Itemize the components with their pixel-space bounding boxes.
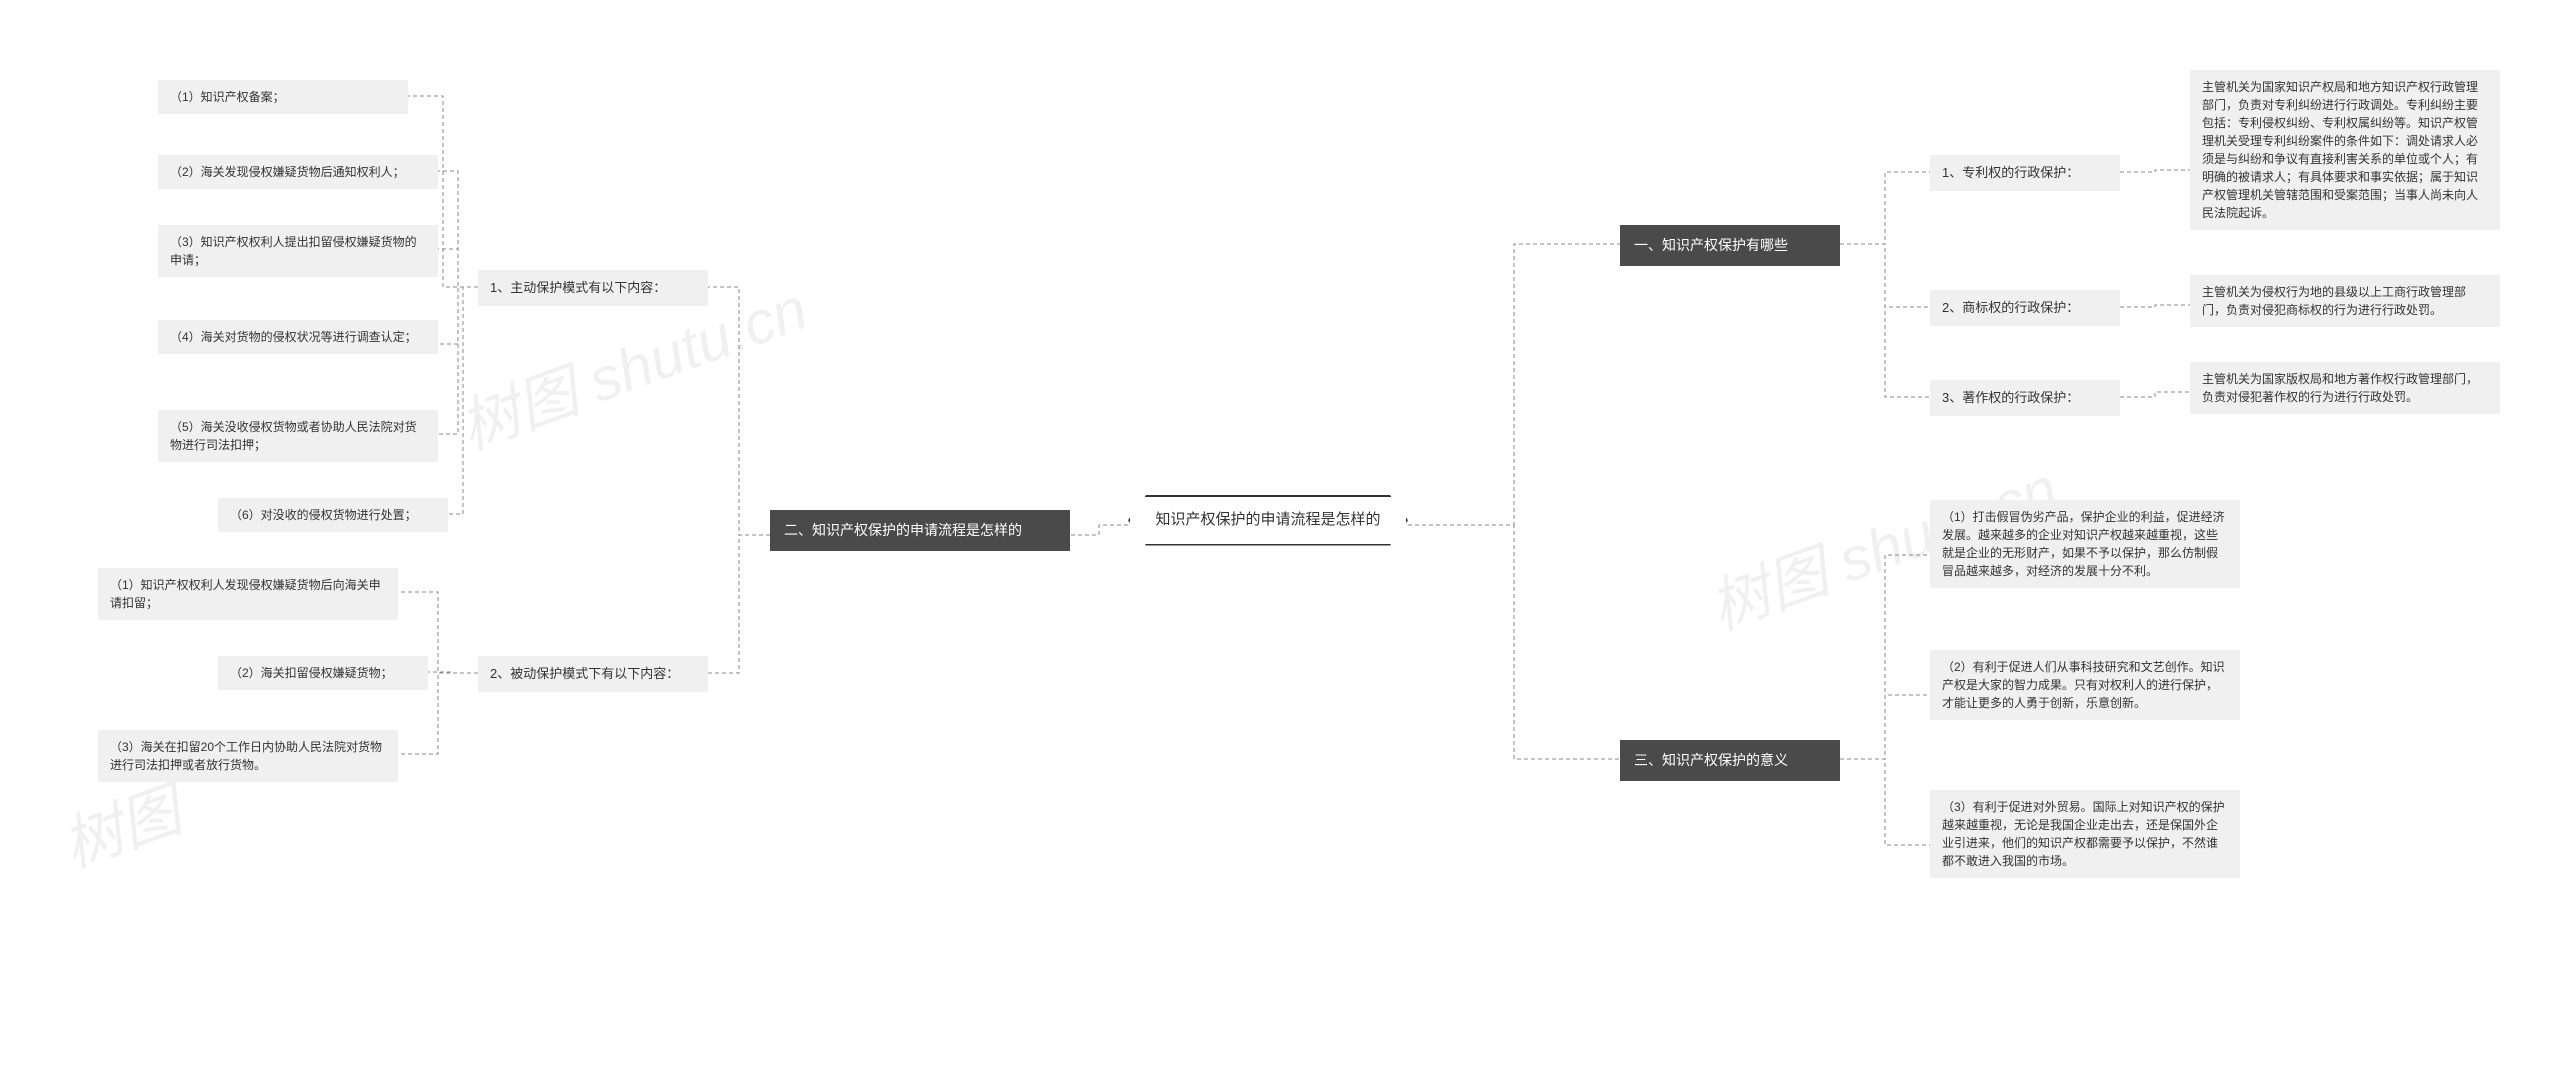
leaf-sig-3: （3）有利于促进对外贸易。国际上对知识产权的保护越来越重视，无论是我国企业走出去…	[1930, 790, 2240, 878]
leaf-copyright-desc: 主管机关为国家版权局和地方著作权行政管理部门，负责对侵犯著作权的行为进行行政处罚…	[2190, 362, 2500, 414]
leaf-passive-3: （3）海关在扣留20个工作日内协助人民法院对货物进行司法扣押或者放行货物。	[98, 730, 398, 782]
sub-active: 1、主动保护模式有以下内容：	[478, 270, 708, 306]
branch-significance: 三、知识产权保护的意义	[1620, 740, 1840, 781]
leaf-trademark-desc: 主管机关为侵权行为地的县级以上工商行政管理部门，负责对侵犯商标权的行为进行行政处…	[2190, 275, 2500, 327]
leaf-active-6: （6）对没收的侵权货物进行处置；	[218, 498, 448, 532]
sub-passive: 2、被动保护模式下有以下内容：	[478, 656, 708, 692]
sub-trademark: 2、商标权的行政保护：	[1930, 290, 2120, 326]
leaf-sig-2: （2）有利于促进人们从事科技研究和文艺创作。知识产权是大家的智力成果。只有对权利…	[1930, 650, 2240, 720]
center-node: 知识产权保护的申请流程是怎样的	[1128, 495, 1408, 546]
leaf-active-2: （2）海关发现侵权嫌疑货物后通知权利人；	[158, 155, 438, 189]
leaf-active-1: （1）知识产权备案；	[158, 80, 408, 114]
leaf-sig-1: （1）打击假冒伪劣产品，保护企业的利益，促进经济发展。越来越多的企业对知识产权越…	[1930, 500, 2240, 588]
leaf-passive-2: （2）海关扣留侵权嫌疑货物；	[218, 656, 428, 690]
leaf-active-5: （5）海关没收侵权货物或者协助人民法院对货物进行司法扣押；	[158, 410, 438, 462]
branch-protection-types: 一、知识产权保护有哪些	[1620, 225, 1840, 266]
branch-process: 二、知识产权保护的申请流程是怎样的	[770, 510, 1070, 551]
sub-copyright: 3、著作权的行政保护：	[1930, 380, 2120, 416]
leaf-active-3: （3）知识产权权利人提出扣留侵权嫌疑货物的申请；	[158, 225, 438, 277]
leaf-patent-desc: 主管机关为国家知识产权局和地方知识产权行政管理部门，负责对专利纠纷进行行政调处。…	[2190, 70, 2500, 230]
leaf-active-4: （4）海关对货物的侵权状况等进行调查认定；	[158, 320, 438, 354]
sub-patent: 1、专利权的行政保护：	[1930, 155, 2120, 191]
leaf-passive-1: （1）知识产权权利人发现侵权嫌疑货物后向海关申请扣留；	[98, 568, 398, 620]
